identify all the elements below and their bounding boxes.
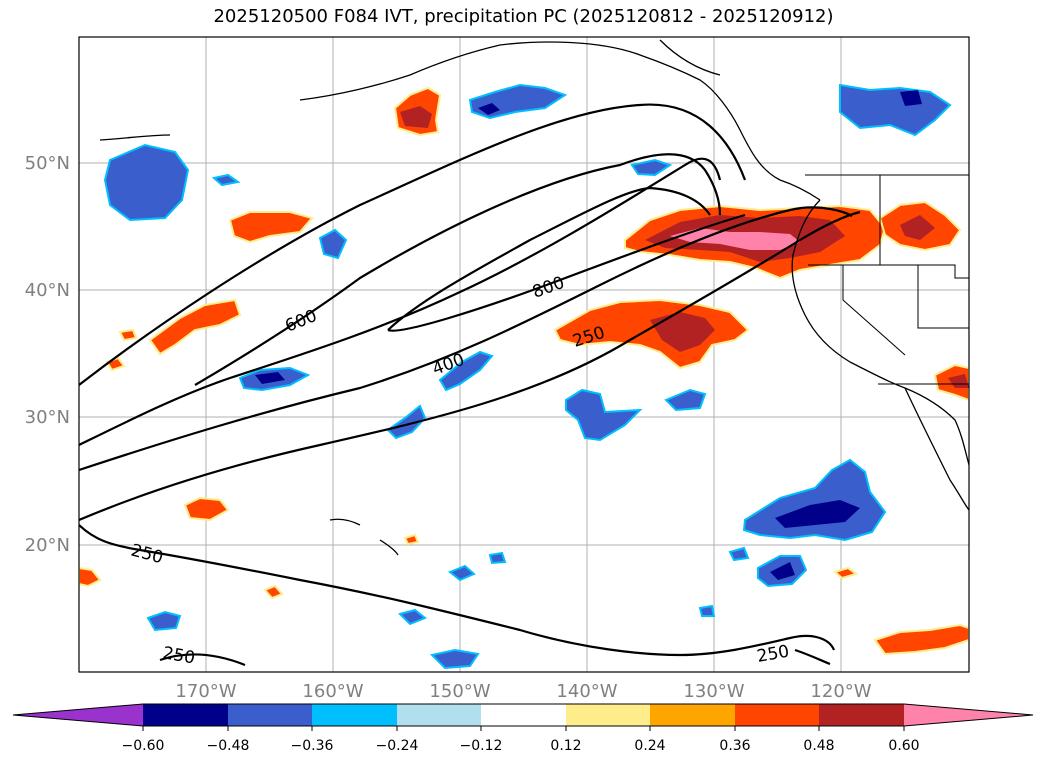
lat-label: 40°N (25, 280, 70, 301)
colorbar-segment (312, 704, 397, 726)
colorbar-tick-label: 0.60 (888, 738, 919, 754)
colorbar-tick-label: 0.24 (634, 738, 665, 754)
colorbar-segment (397, 704, 481, 726)
colorbar-segment (481, 704, 566, 726)
colorbar-extend-min (13, 704, 143, 726)
colorbar-tick-label: −0.12 (460, 738, 503, 754)
map-title: 2025120500 F084 IVT, precipitation PC (2… (213, 6, 834, 27)
colorbar-tick-label: 0.48 (803, 738, 834, 754)
lon-label: 170°W (175, 681, 236, 702)
colorbar-tick-label: −0.36 (291, 738, 334, 754)
colorbar-tick-label: 0.36 (719, 738, 750, 754)
lon-label: 130°W (683, 681, 744, 702)
lon-label: 120°W (810, 681, 871, 702)
colorbar-segment (735, 704, 819, 726)
colorbar-tick-label: −0.24 (376, 738, 419, 754)
gridlines (79, 37, 969, 672)
colorbar-tick-labels: −0.60 −0.48 −0.36 −0.24 −0.12 0.12 0.24 … (122, 738, 920, 754)
lon-label: 150°W (429, 681, 490, 702)
colorbar-extend-max (904, 704, 1033, 726)
colorbar-segment (228, 704, 312, 726)
lat-label: 50°N (25, 153, 70, 174)
colorbar-segment (650, 704, 735, 726)
colorbar-ticks (142, 726, 905, 731)
colorbar-segment (819, 704, 904, 726)
map-frame-background (79, 37, 969, 672)
colorbar-tick-label: −0.60 (122, 738, 165, 754)
colorbar-segment (143, 704, 228, 726)
state-borders (805, 174, 969, 385)
colorbar-tick-label: 0.12 (550, 738, 581, 754)
colorbar: −0.60 −0.48 −0.36 −0.24 −0.12 0.12 0.24 … (12, 703, 1034, 754)
latitude-labels: 50°N 40°N 30°N 20°N (25, 153, 70, 556)
coastlines (99, 39, 969, 556)
longitude-labels: 170°W 160°W 150°W 140°W 130°W 120°W (175, 681, 871, 702)
ivt-contours (79, 103, 861, 667)
positive-anomaly-patches (79, 86, 969, 656)
colorbar-segment (566, 704, 650, 726)
map-frame (78, 36, 970, 673)
lat-label: 30°N (25, 407, 70, 428)
lon-label: 140°W (556, 681, 617, 702)
negative-anomaly-patches (103, 83, 952, 670)
lat-label: 20°N (25, 535, 70, 556)
colorbar-tick-label: −0.48 (207, 738, 250, 754)
lon-label: 160°W (302, 681, 363, 702)
